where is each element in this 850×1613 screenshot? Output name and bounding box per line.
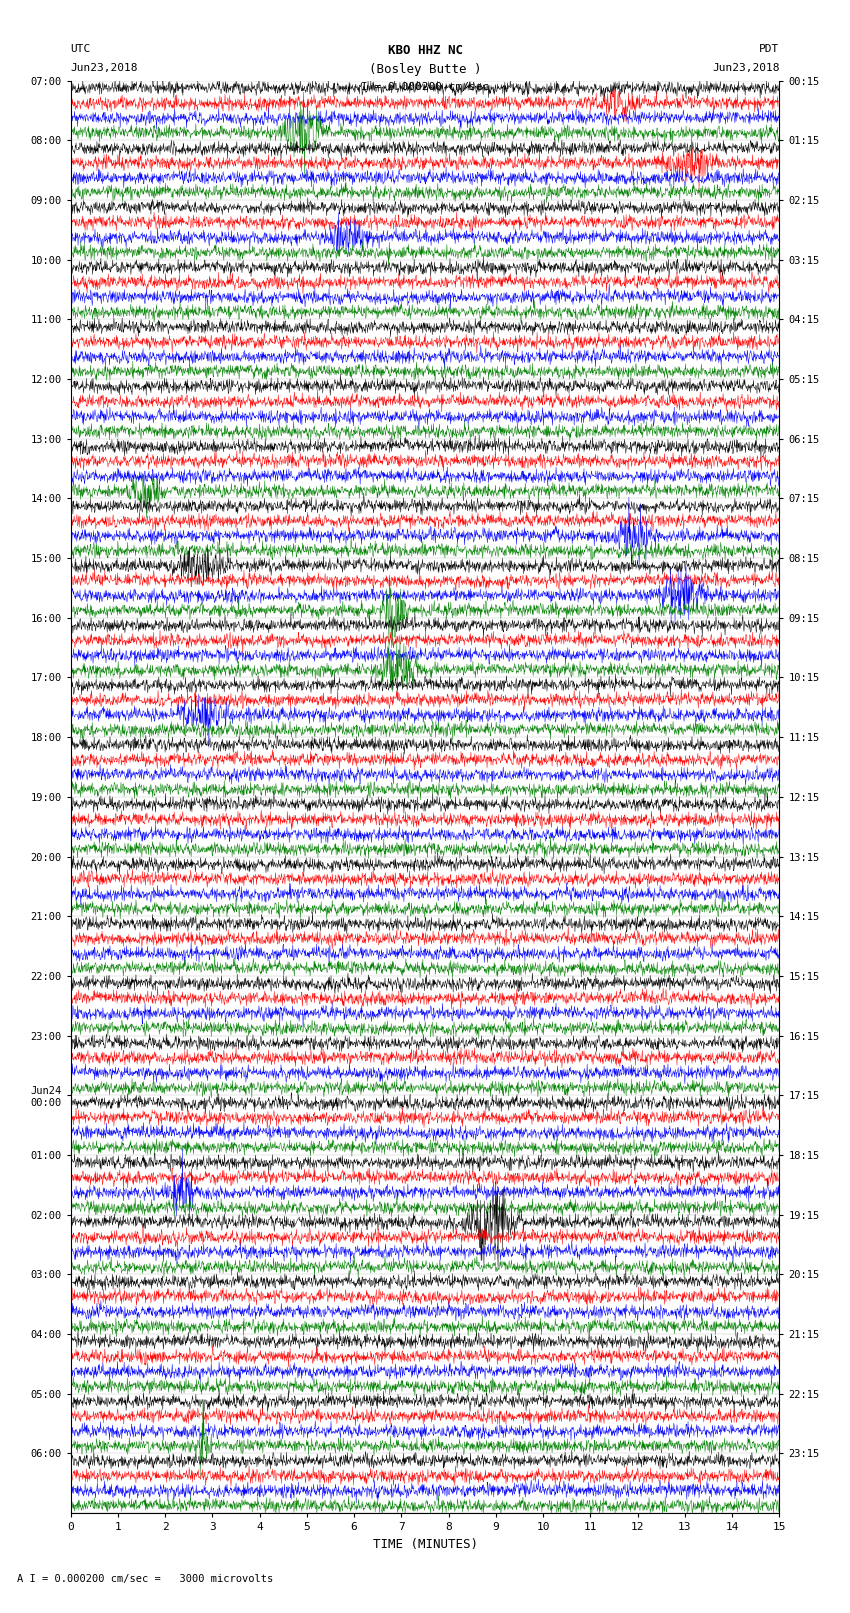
X-axis label: TIME (MINUTES): TIME (MINUTES) [372, 1537, 478, 1550]
Text: I = 0.000200 cm/sec: I = 0.000200 cm/sec [361, 82, 489, 92]
Text: Jun23,2018: Jun23,2018 [71, 63, 138, 73]
Text: (Bosley Butte ): (Bosley Butte ) [369, 63, 481, 76]
Text: PDT: PDT [759, 44, 779, 53]
Text: KBO HHZ NC: KBO HHZ NC [388, 44, 462, 56]
Text: A I = 0.000200 cm/sec =   3000 microvolts: A I = 0.000200 cm/sec = 3000 microvolts [17, 1574, 273, 1584]
Text: Jun23,2018: Jun23,2018 [712, 63, 779, 73]
Text: UTC: UTC [71, 44, 91, 53]
